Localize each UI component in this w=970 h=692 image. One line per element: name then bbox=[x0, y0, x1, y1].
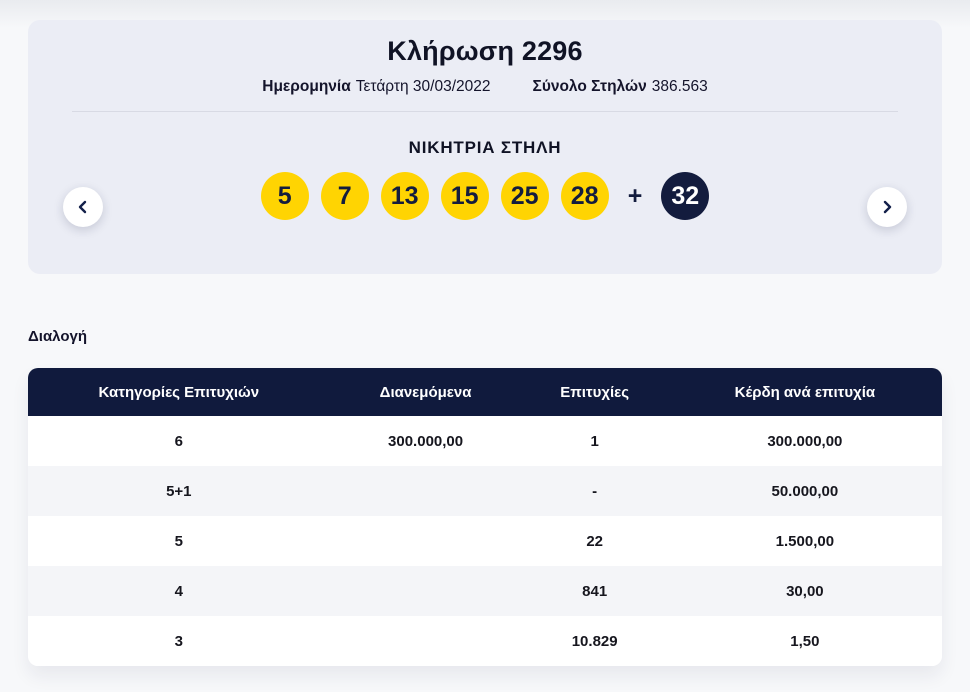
bonus-number-ball: 32 bbox=[661, 172, 710, 220]
column-header-categories: Κατηγορίες Επιτυχιών bbox=[98, 383, 260, 401]
table-row: 3 10.829 1,50 bbox=[28, 616, 942, 666]
total-columns-value: 386.563 bbox=[651, 78, 708, 95]
draw-meta: Ημερομηνία Τετάρτη 30/03/2022 Σύνολο Στηλ… bbox=[28, 78, 942, 96]
draw-result-card: Κλήρωση 2296 Ημερομηνία Τετάρτη 30/03/202… bbox=[28, 20, 942, 274]
column-header-distributed: Διανεμόμενα bbox=[379, 383, 472, 401]
table-row: 6 300.000,00 1 300.000,00 bbox=[28, 416, 942, 466]
cell-prize: 50.000,00 bbox=[771, 482, 839, 500]
number-ball: 15 bbox=[440, 172, 489, 220]
number-ball: 25 bbox=[500, 172, 549, 220]
cell-category: 5+1 bbox=[166, 482, 192, 500]
cell-prize: 1,50 bbox=[790, 632, 820, 650]
cell-category: 5 bbox=[174, 532, 183, 550]
divider bbox=[72, 111, 898, 112]
cell-category: 4 bbox=[174, 582, 183, 600]
cell-winners: 1 bbox=[590, 432, 599, 450]
cell-winners: 22 bbox=[586, 532, 603, 550]
total-columns: Σύνολο Στηλών 386.563 bbox=[533, 78, 708, 96]
cell-category: 3 bbox=[174, 632, 183, 650]
draw-date-value: Τετάρτη 30/03/2022 bbox=[355, 78, 491, 95]
number-ball: 28 bbox=[560, 172, 609, 220]
cell-prize: 1.500,00 bbox=[775, 532, 835, 550]
draw-date-label: Ημερομηνία bbox=[262, 78, 351, 95]
payout-table: Κατηγορίες Επιτυχιών Διανεμόμενα Επιτυχί… bbox=[28, 368, 942, 666]
number-ball: 5 bbox=[260, 172, 309, 220]
table-row: 5 22 1.500,00 bbox=[28, 516, 942, 566]
column-header-winners: Επιτυχίες bbox=[560, 383, 630, 401]
cell-distributed: 300.000,00 bbox=[388, 432, 464, 450]
previous-draw-button[interactable] bbox=[63, 187, 103, 227]
chevron-right-icon bbox=[879, 199, 895, 215]
chevron-left-icon bbox=[75, 199, 91, 215]
draw-title: Κλήρωση 2296 bbox=[387, 36, 583, 66]
cell-prize: 300.000,00 bbox=[767, 432, 843, 450]
cell-winners: 841 bbox=[582, 582, 608, 600]
next-draw-button[interactable] bbox=[867, 187, 907, 227]
winning-numbers-row: 5 7 13 15 25 28 + 32 bbox=[28, 172, 942, 220]
cell-winners: - bbox=[592, 482, 598, 500]
column-header-prize-per-win: Κέρδη ανά επιτυχία bbox=[734, 383, 876, 401]
total-columns-label: Σύνολο Στηλών bbox=[532, 78, 647, 95]
table-header-row: Κατηγορίες Επιτυχιών Διανεμόμενα Επιτυχί… bbox=[28, 368, 942, 416]
table-row: 4 841 30,00 bbox=[28, 566, 942, 616]
number-ball: 13 bbox=[380, 172, 429, 220]
winning-column-title: ΝΙΚΗΤΡΙΑ ΣΤΗΛΗ bbox=[408, 138, 562, 157]
table-row: 5+1 - 50.000,00 bbox=[28, 466, 942, 516]
cell-prize: 30,00 bbox=[786, 582, 824, 600]
draw-date: Ημερομηνία Τετάρτη 30/03/2022 bbox=[262, 78, 490, 96]
cell-winners: 10.829 bbox=[571, 632, 618, 650]
payout-section-title: Διαλογή bbox=[28, 328, 87, 345]
number-ball: 7 bbox=[320, 172, 369, 220]
cell-category: 6 bbox=[174, 432, 183, 450]
plus-sign: + bbox=[627, 181, 643, 210]
